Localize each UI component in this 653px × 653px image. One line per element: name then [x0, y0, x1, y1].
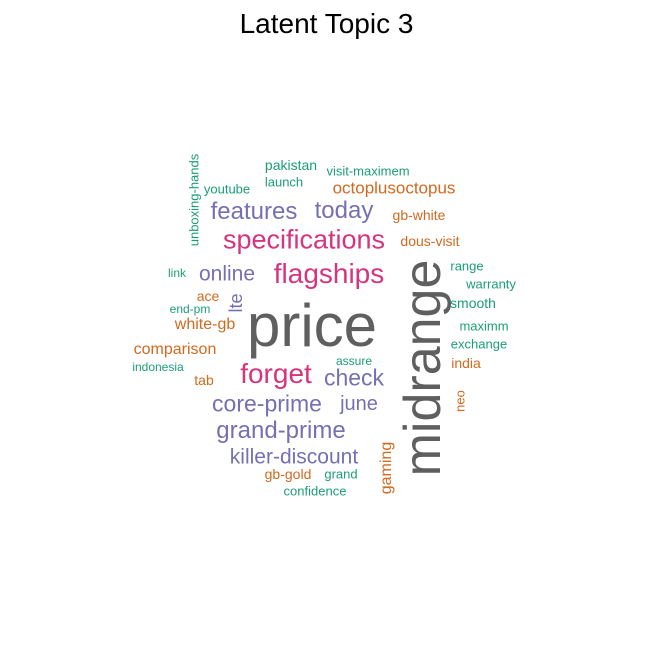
word-exchange: exchange	[450, 336, 508, 352]
word-youtube: youtube	[203, 181, 251, 197]
word-end-pm: end-pm	[169, 302, 211, 316]
word-grand: grand	[324, 466, 358, 482]
word-assure: assure	[335, 354, 373, 368]
word-june: june	[340, 393, 378, 415]
word-gb-gold: gb-gold	[264, 466, 312, 482]
word-check: check	[323, 364, 385, 391]
word-octoplusoctopus: octoplusoctopus	[332, 178, 456, 198]
word-range: range	[450, 258, 484, 274]
word-price: price	[246, 292, 378, 359]
word-grand-prime: grand-prime	[216, 417, 346, 444]
word-visit-maximem: visit-maximem	[326, 163, 410, 179]
word-unboxing-hands: unboxing-hands	[186, 153, 202, 247]
word-tab: tab	[194, 372, 214, 388]
word-ace: ace	[196, 288, 220, 304]
word-lte: lte	[226, 293, 246, 313]
word-smooth: smooth	[450, 295, 496, 311]
word-indonesia: indonesia	[132, 360, 184, 374]
word-midrange: midrange	[394, 259, 452, 477]
chart-title: Latent Topic 3	[239, 8, 414, 39]
word-flagships: flagships	[273, 258, 385, 289]
word-pakistan: pakistan	[264, 157, 318, 173]
word-white-gb: white-gb	[174, 316, 236, 333]
word-maximm: maximm	[459, 318, 509, 334]
word-link: link	[167, 266, 187, 280]
word-india: india	[451, 355, 481, 371]
word-online: online	[198, 262, 256, 286]
word-neo: neo	[452, 390, 468, 412]
word-killer-discount: killer-discount	[229, 445, 359, 469]
word-forget: forget	[240, 358, 312, 389]
word-confidence: confidence	[283, 483, 347, 499]
word-core-prime: core-prime	[212, 390, 322, 417]
word-gb-white: gb-white	[392, 207, 446, 223]
word-today: today	[314, 197, 374, 224]
word-warranty: warranty	[466, 276, 516, 292]
word-specifications: specifications	[222, 224, 386, 255]
word-features: features	[210, 198, 298, 225]
word-launch: launch	[264, 174, 304, 190]
word-dous-visit: dous-visit	[400, 233, 460, 249]
word-comparison: comparison	[133, 341, 217, 358]
word-gaming: gaming	[378, 441, 395, 495]
